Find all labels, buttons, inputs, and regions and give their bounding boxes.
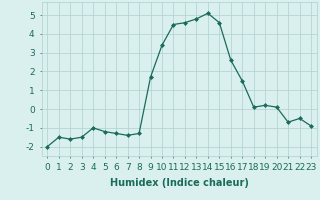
X-axis label: Humidex (Indice chaleur): Humidex (Indice chaleur) [110,178,249,188]
